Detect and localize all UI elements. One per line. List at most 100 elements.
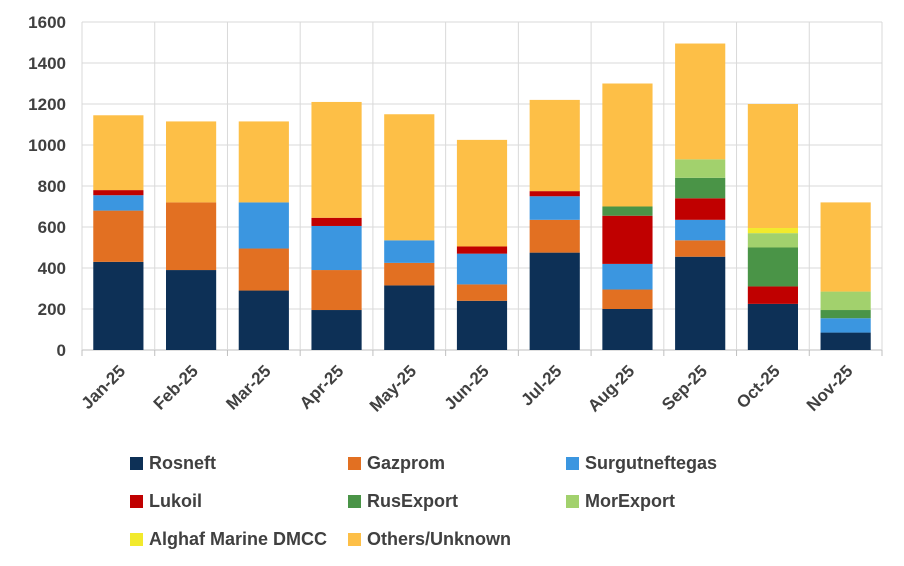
legend-label: Surgutneftegas <box>585 452 718 473</box>
legend-label: Rosneft <box>149 452 216 473</box>
bar-segment-others-unknown <box>675 43 726 160</box>
bar-segment-gazprom <box>384 262 435 286</box>
legend-label: Gazprom <box>367 452 446 473</box>
bar-segment-others-unknown <box>602 83 653 207</box>
legend-label: Others/Unknown <box>367 528 512 549</box>
y-tick-label: 1600 <box>28 13 66 32</box>
y-tick-label: 1000 <box>28 136 66 155</box>
x-tick-label: Jul-25 <box>517 361 565 409</box>
bar-segment-rosneft <box>311 310 362 350</box>
bar-segment-others-unknown <box>529 99 580 192</box>
y-tick-label: 200 <box>38 300 66 319</box>
legend-swatch <box>130 456 143 470</box>
x-tick-label: Sep-25 <box>658 361 711 414</box>
bar-segment-surgutneftegas <box>384 240 435 263</box>
legend-swatch <box>130 532 143 546</box>
bar-segment-surgutneftegas <box>820 318 871 333</box>
legend-swatch <box>348 456 361 470</box>
bar-segment-rosneft <box>529 252 580 350</box>
y-tick-label: 800 <box>38 177 66 196</box>
bar-segment-others-unknown <box>384 114 435 241</box>
bar-segment-surgutneftegas <box>311 225 362 271</box>
bar-segment-lukoil <box>675 198 726 220</box>
bar-segment-lukoil <box>529 191 580 197</box>
bar-segment-alghaf-marine-dmcc <box>747 228 798 234</box>
x-tick-label: Jun-25 <box>441 361 493 413</box>
legend-item: MorExport <box>566 488 675 514</box>
bar-segment-gazprom <box>602 289 653 309</box>
bar-segment-rosneft <box>93 261 144 350</box>
bar-segment-surgutneftegas <box>456 253 508 285</box>
bar-segment-surgutneftegas <box>238 202 289 249</box>
legend-item: Alghaf Marine DMCC <box>130 526 327 552</box>
bar-segment-others-unknown <box>238 121 289 203</box>
x-tick-label: Jan-25 <box>78 361 130 413</box>
bar-segment-gazprom <box>166 202 217 271</box>
legend-item: Gazprom <box>348 450 445 476</box>
bar-segment-gazprom <box>456 284 508 301</box>
bar-segment-rosneft <box>456 300 508 350</box>
bar-segment-surgutneftegas <box>529 196 580 220</box>
bar-segment-rusexport <box>602 206 653 216</box>
x-tick-label: Feb-25 <box>150 361 202 413</box>
bar-segment-gazprom <box>238 248 289 291</box>
bar-segment-rosneft <box>747 303 798 350</box>
legend-item: Lukoil <box>130 488 202 514</box>
bar-segment-morexport <box>820 291 871 311</box>
legend-swatch <box>348 532 361 546</box>
bar-segment-gazprom <box>675 240 726 257</box>
legend-swatch <box>130 494 143 508</box>
stacked-bar-chart: 0 200 400 600 800 1000 1200 1400 1600 Jan-25 Feb-… <box>28 13 883 416</box>
bar-segment-gazprom <box>93 210 144 262</box>
bar-segment-others-unknown <box>820 202 871 292</box>
bar-segment-surgutneftegas <box>93 195 144 211</box>
bar-segment-morexport <box>747 233 798 248</box>
y-tick-label: 600 <box>38 218 66 237</box>
bar-segment-rosneft <box>675 256 726 350</box>
y-tick-label: 0 <box>57 341 66 360</box>
legend-label: Lukoil <box>149 490 202 511</box>
legend-label: Alghaf Marine DMCC <box>149 528 328 549</box>
bars <box>93 43 871 350</box>
legend-item: RusExport <box>348 488 458 514</box>
legend-label: MorExport <box>585 490 675 511</box>
legend-swatch <box>348 494 361 508</box>
legend-swatch <box>566 494 579 508</box>
bar-segment-gazprom <box>311 270 362 311</box>
bar-segment-others-unknown <box>747 104 798 229</box>
bar-segment-rusexport <box>820 310 871 319</box>
bar-segment-gazprom <box>529 219 580 253</box>
y-axis-ticks: 0 200 400 600 800 1000 1200 1400 1600 <box>28 13 66 360</box>
x-tick-label: Aug-25 <box>584 361 638 415</box>
bar-segment-morexport <box>675 159 726 178</box>
bar-segment-rosneft <box>602 309 653 350</box>
x-tick-label: Oct-25 <box>733 361 784 412</box>
bar-segment-rusexport <box>675 177 726 199</box>
bar-segment-rosneft <box>384 285 435 350</box>
x-axis-ticks: Jan-25 Feb-25 Mar-25 Apr-25 May-25 Jun-25 Jul-… <box>78 361 857 415</box>
legend-label: RusExport <box>367 490 459 511</box>
y-tick-label: 1400 <box>28 54 66 73</box>
bar-segment-rosneft <box>238 290 289 350</box>
bar-segment-others-unknown <box>166 121 217 203</box>
bar-segment-surgutneftegas <box>602 263 653 290</box>
y-tick-label: 400 <box>38 259 66 278</box>
bar-segment-others-unknown <box>456 139 508 247</box>
legend-item: Surgutneftegas <box>566 450 717 476</box>
bar-segment-others-unknown <box>311 101 362 218</box>
bar-segment-surgutneftegas <box>675 219 726 241</box>
x-tick-label: Nov-25 <box>803 361 857 415</box>
legend-swatch <box>566 456 579 470</box>
bar-segment-others-unknown <box>93 115 144 191</box>
x-tick-label: Apr-25 <box>296 361 348 413</box>
bar-segment-lukoil <box>747 286 798 304</box>
legend-item: Others/Unknown <box>348 526 511 552</box>
y-tick-label: 1200 <box>28 95 66 114</box>
x-tick-label: Mar-25 <box>222 361 274 413</box>
bar-segment-lukoil <box>602 215 653 264</box>
bar-segment-lukoil <box>311 217 362 226</box>
bar-segment-lukoil <box>93 190 144 196</box>
bar-segment-rosneft <box>166 270 217 350</box>
x-tick-label: May-25 <box>366 361 420 415</box>
legend-item: Rosneft <box>130 450 216 476</box>
